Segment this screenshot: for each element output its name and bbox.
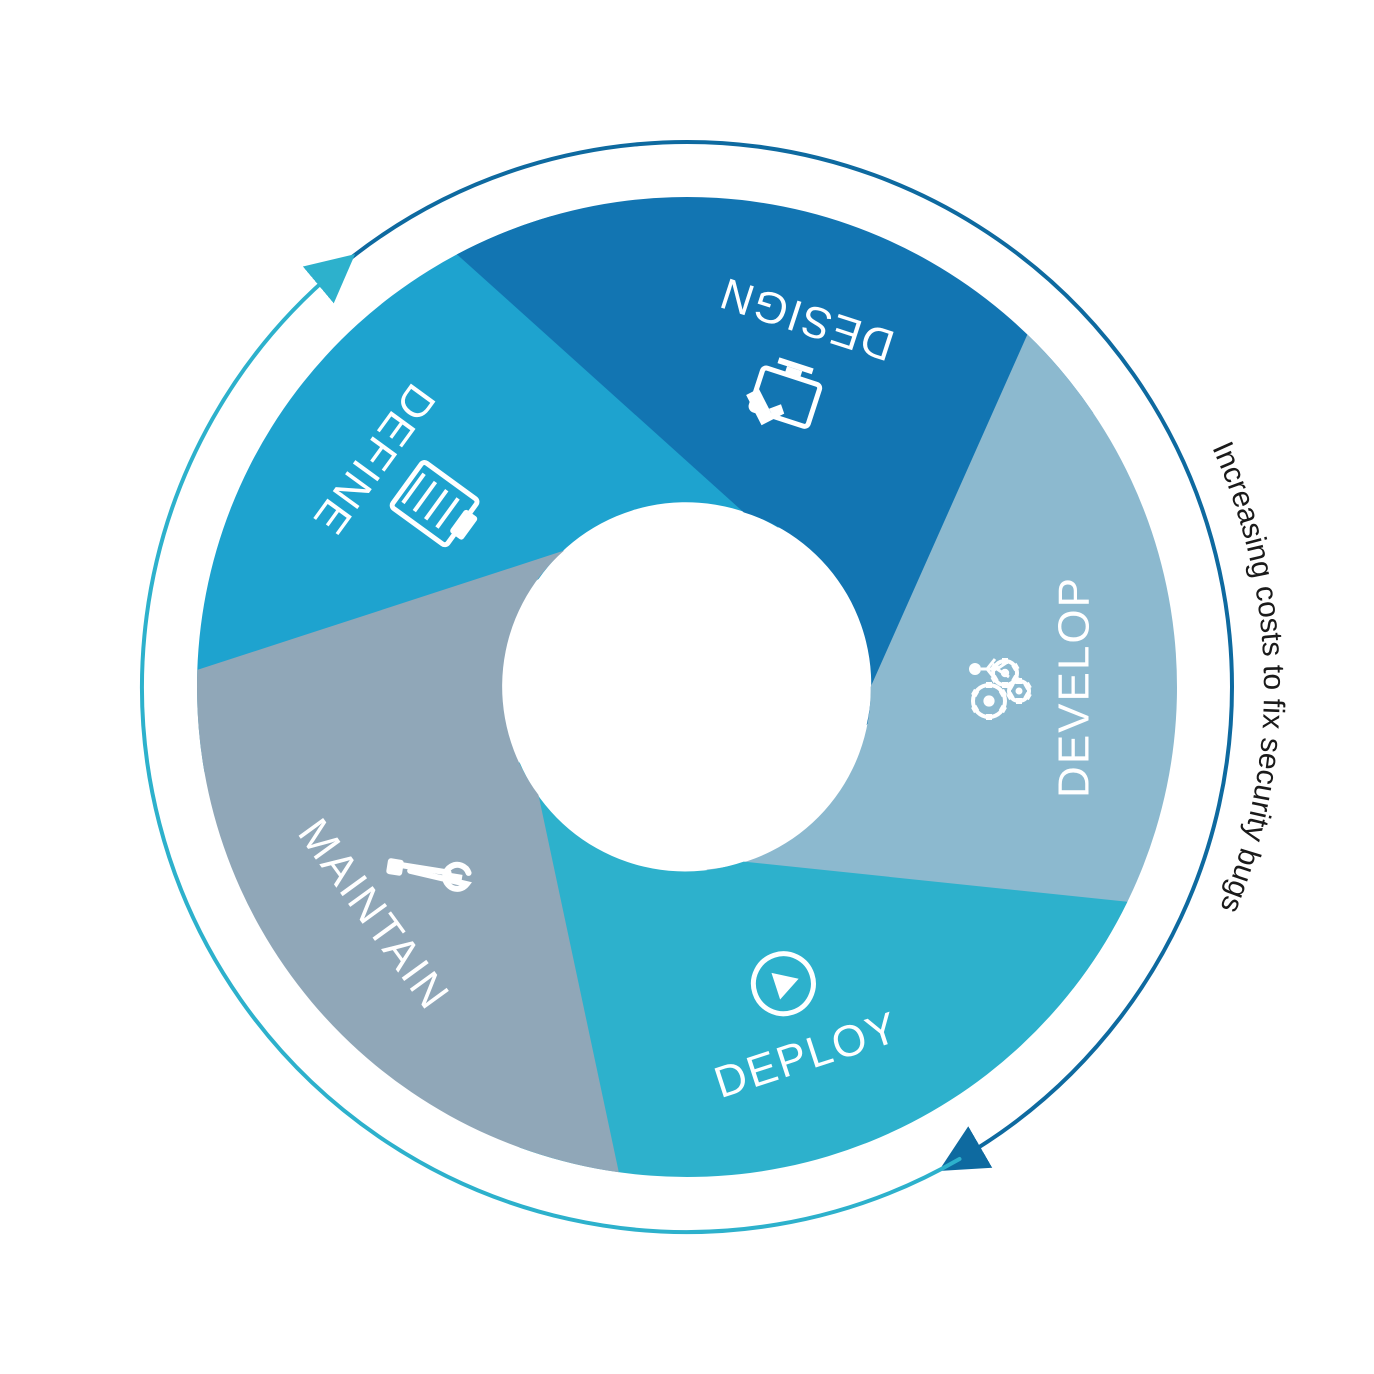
arc-label-increasing-costs: Increasing costs to fix security bugs (1206, 437, 1290, 918)
inner-disc (507, 507, 867, 867)
segment-label-develop: DEVELOP (1050, 576, 1099, 798)
svg-text:DEVELOP: DEVELOP (1050, 576, 1099, 798)
sdlc-aperture-diagram: DEFINEDESIGNDEVELOPDEPLOYMAINTAIN Increa… (0, 0, 1374, 1374)
